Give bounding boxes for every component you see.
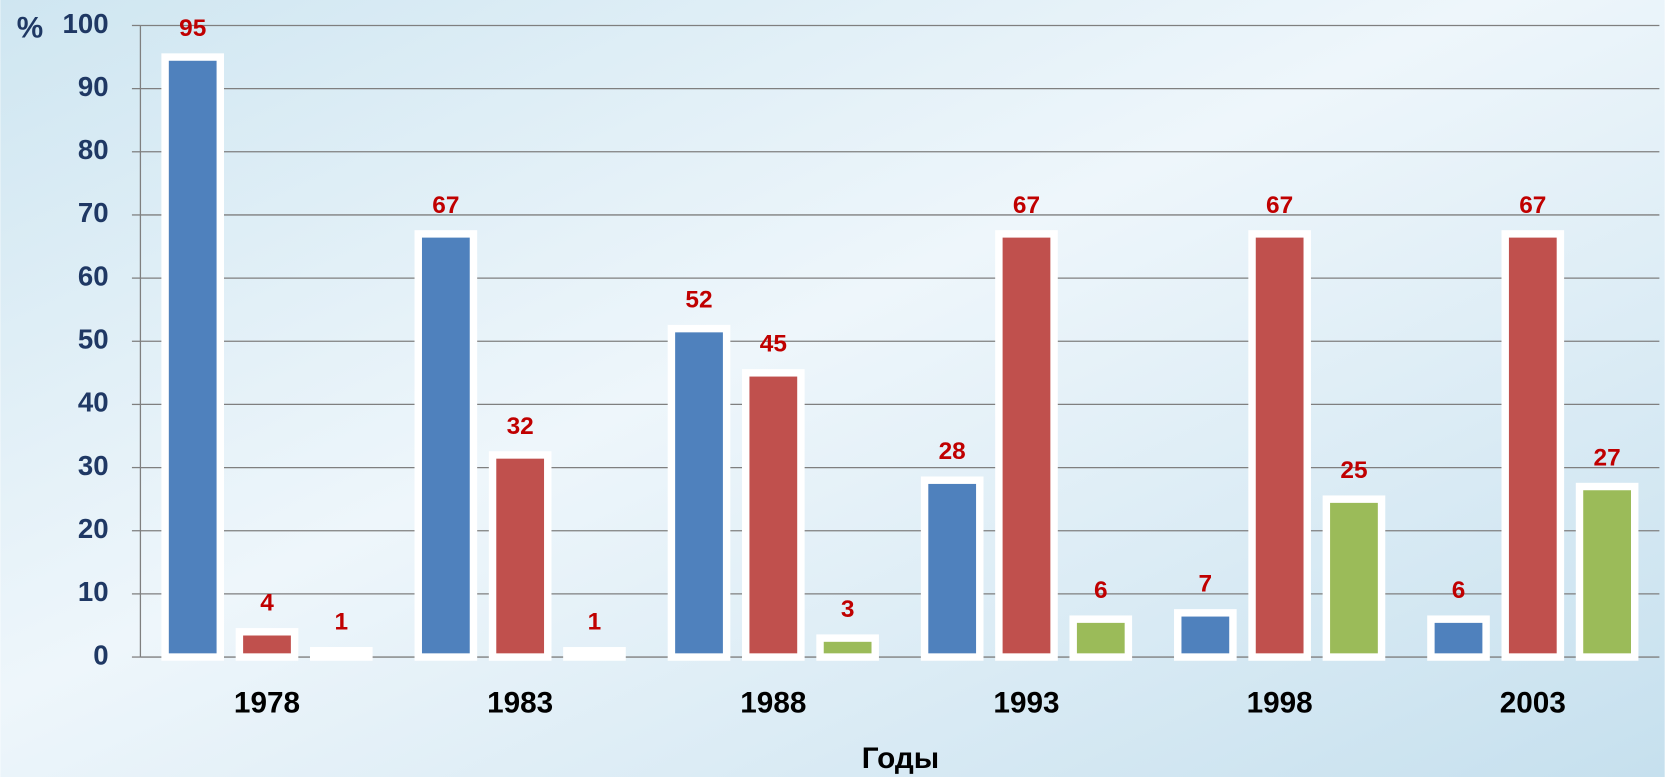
value-label: 1 — [335, 609, 349, 636]
bar — [1174, 609, 1237, 661]
value-label: 1 — [588, 609, 602, 636]
bar — [1501, 230, 1565, 661]
value-label: 28 — [939, 438, 966, 465]
bar — [1248, 230, 1311, 661]
bar — [563, 647, 626, 661]
bar — [1322, 495, 1386, 661]
value-label: 95 — [179, 15, 206, 42]
x-tick-label: 1988 — [740, 687, 806, 720]
bar — [667, 324, 731, 661]
bar — [1575, 482, 1639, 661]
value-label: 6 — [1094, 577, 1108, 604]
value-label: 45 — [760, 331, 787, 358]
x-tick-label: 1993 — [993, 687, 1059, 720]
y-tick-label: 80 — [78, 134, 109, 165]
y-tick-label: 70 — [78, 197, 109, 228]
x-tick-label: 2003 — [1500, 687, 1566, 720]
value-label: 67 — [432, 192, 459, 219]
y-tick-label: 10 — [78, 576, 109, 607]
bar — [414, 230, 478, 661]
value-label: 4 — [260, 590, 274, 617]
value-label: 27 — [1594, 444, 1621, 471]
bar — [816, 634, 879, 661]
value-label: 52 — [685, 286, 712, 313]
value-label: 25 — [1340, 457, 1367, 484]
bar — [235, 628, 299, 661]
y-tick-label: 20 — [78, 513, 109, 544]
value-label: 32 — [507, 413, 534, 440]
value-label: 67 — [1013, 192, 1040, 219]
x-tick-label: 1998 — [1247, 687, 1313, 720]
value-label: 7 — [1199, 571, 1213, 598]
bar — [161, 53, 225, 661]
bar — [309, 647, 373, 661]
bar — [488, 451, 552, 661]
x-axis-label: Годы — [862, 742, 939, 775]
value-label: 6 — [1452, 577, 1466, 604]
y-tick-label: 40 — [78, 387, 109, 418]
bar — [742, 369, 805, 661]
value-label: 67 — [1519, 192, 1546, 219]
x-tick-label: 1983 — [487, 687, 553, 720]
y-axis-label: % — [17, 12, 43, 45]
value-label: 67 — [1266, 192, 1293, 219]
y-tick-label: 100 — [63, 8, 109, 39]
y-tick-label: 30 — [78, 450, 109, 481]
value-label: 3 — [841, 596, 855, 623]
bar — [995, 230, 1058, 661]
bar — [1069, 615, 1133, 661]
y-tick-label: 90 — [78, 71, 109, 102]
bar — [1427, 615, 1490, 661]
y-tick-label: 0 — [93, 639, 108, 670]
x-tick-label: 1978 — [234, 687, 300, 720]
y-tick-label: 50 — [78, 324, 109, 355]
bar — [920, 476, 984, 661]
y-tick-label: 60 — [78, 260, 109, 291]
